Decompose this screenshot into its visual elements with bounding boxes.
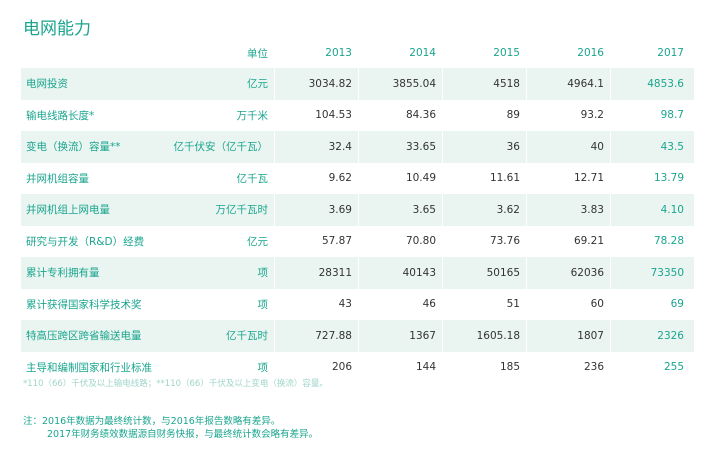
row-unit: 项 <box>257 298 269 311</box>
row-unit: 亿元 <box>247 235 268 248</box>
footnote: *110（66）千伏及以上输电线路；**110（66）千伏及以上变电（换流）容量… <box>23 379 328 389</box>
value-cell: 4.10 <box>610 194 694 226</box>
table-row: 特高压跨区跨省输送电量 亿千瓦时 727.88 1367 1605.18 1807 2326 <box>21 320 694 352</box>
row-unit: 亿元 <box>167 68 274 100</box>
value-cell: 40143 <box>358 257 442 289</box>
note: 注：2016年数据为最终统计数，与2016年报告数略有差异。 2017年财务绩效… <box>23 415 318 441</box>
value-cell: 46 <box>358 288 442 320</box>
value-cell: 3855.04 <box>358 68 442 100</box>
row-label: 输电线路长度* <box>26 109 95 122</box>
value-cell: 13.79 <box>610 162 694 194</box>
table-header-row: 单位 2013 2014 2015 2016 2017 <box>21 38 694 68</box>
value-cell: 78.28 <box>610 225 694 257</box>
row-label: 并网机组容量 <box>26 172 89 185</box>
header-year: 2014 <box>409 47 436 59</box>
row-unit: 万千米 <box>236 109 269 122</box>
value-cell: 206 <box>274 351 358 383</box>
value-cell: 93.2 <box>526 99 610 131</box>
table-row: 主导和编制国家和行业标准 项 206 144 185 236 255 <box>21 351 694 383</box>
row-label: 特高压跨区跨省输送电量 <box>21 320 167 352</box>
value-cell: 3.65 <box>358 194 442 226</box>
table-row: 累计专利拥有量项 28311 40143 50165 62036 73350 <box>21 257 694 289</box>
header-unit: 单位 <box>247 47 268 60</box>
value-cell: 84.36 <box>358 99 442 131</box>
value-cell: 57.87 <box>274 225 358 257</box>
value-cell: 144 <box>358 351 442 383</box>
row-unit: 项 <box>257 361 269 374</box>
value-cell: 104.53 <box>274 99 358 131</box>
value-cell: 12.71 <box>526 162 610 194</box>
value-cell: 255 <box>610 351 694 383</box>
grid-capability-table: 单位 2013 2014 2015 2016 2017 电网投资 亿元 3034.8… <box>21 38 694 383</box>
row-label: 电网投资 <box>21 68 167 100</box>
header-year: 2015 <box>493 47 520 59</box>
value-cell: 28311 <box>274 257 358 289</box>
table-row: 累计获得国家科学技术奖 项 43 46 51 60 69 <box>21 288 694 320</box>
value-cell: 1807 <box>526 320 610 352</box>
value-cell: 3.62 <box>442 194 526 226</box>
value-cell: 89 <box>442 99 526 131</box>
value-cell: 9.62 <box>274 162 358 194</box>
header-year: 2016 <box>577 47 604 59</box>
value-cell: 69.21 <box>526 225 610 257</box>
row-unit: 项 <box>167 257 274 289</box>
value-cell: 236 <box>526 351 610 383</box>
value-cell: 36 <box>442 131 526 163</box>
table-row: 变电（换流）容量** 亿千伏安（亿千瓦） 32.4 33.65 36 40 43.5 <box>21 131 694 163</box>
row-label: 变电（换流）容量** <box>21 131 167 163</box>
page-title: 电网能力 <box>23 19 91 39</box>
header-year: 2017 <box>610 38 694 68</box>
value-cell: 73.76 <box>442 225 526 257</box>
value-cell: 727.88 <box>274 320 358 352</box>
value-cell: 185 <box>442 351 526 383</box>
value-cell: 98.7 <box>610 99 694 131</box>
value-cell: 43 <box>274 288 358 320</box>
value-cell: 3034.82 <box>274 68 358 100</box>
value-cell: 4964.1 <box>526 68 610 100</box>
table-row: 电网投资 亿元 3034.82 3855.04 4518 4964.1 4853.6 <box>21 68 694 100</box>
value-cell: 62036 <box>526 257 610 289</box>
header-year: 2013 <box>325 47 352 59</box>
value-cell: 3.83 <box>526 194 610 226</box>
row-label: 并网机组上网电量 <box>21 194 167 226</box>
value-cell: 69 <box>610 288 694 320</box>
row-unit: 亿千伏安（亿千瓦） <box>167 131 274 163</box>
value-cell: 51 <box>442 288 526 320</box>
table-row: 研究与开发（R&D）经费 亿元 57.87 70.80 73.76 69.21 78.28 <box>21 225 694 257</box>
row-label: 研究与开发（R&D）经费 <box>26 235 145 248</box>
table-row: 并网机组上网电量 万亿千瓦时 3.69 3.65 3.62 3.83 4.10 <box>21 194 694 226</box>
value-cell: 32.4 <box>274 131 358 163</box>
value-cell: 50165 <box>442 257 526 289</box>
row-label: 主导和编制国家和行业标准 <box>26 361 152 374</box>
value-cell: 40 <box>526 131 610 163</box>
value-cell: 33.65 <box>358 131 442 163</box>
row-unit: 万亿千瓦时 <box>167 194 274 226</box>
value-cell: 1367 <box>358 320 442 352</box>
value-cell: 73350 <box>610 257 694 289</box>
value-cell: 4518 <box>442 68 526 100</box>
note-line: 2017年财务绩效数据源自财务快报，与最终统计数会略有差异。 <box>47 429 319 440</box>
header-label-cell <box>21 38 167 68</box>
row-unit: 亿千瓦 <box>236 172 269 185</box>
value-cell: 60 <box>526 288 610 320</box>
value-cell: 2326 <box>610 320 694 352</box>
value-cell: 11.61 <box>442 162 526 194</box>
row-label: 累计专利拥有量 <box>21 257 167 289</box>
value-cell: 43.5 <box>610 131 694 163</box>
row-label: 累计获得国家科学技术奖 <box>26 298 142 311</box>
value-cell: 10.49 <box>358 162 442 194</box>
value-cell: 1605.18 <box>442 320 526 352</box>
value-cell: 4853.6 <box>610 68 694 100</box>
table-row: 并网机组容量 亿千瓦 9.62 10.49 11.61 12.71 13.79 <box>21 162 694 194</box>
row-unit: 亿千瓦时 <box>167 320 274 352</box>
note-line: 注：2016年数据为最终统计数，与2016年报告数略有差异。 <box>23 416 281 427</box>
table-row: 输电线路长度* 万千米 104.53 84.36 89 93.2 98.7 <box>21 99 694 131</box>
value-cell: 70.80 <box>358 225 442 257</box>
value-cell: 3.69 <box>274 194 358 226</box>
